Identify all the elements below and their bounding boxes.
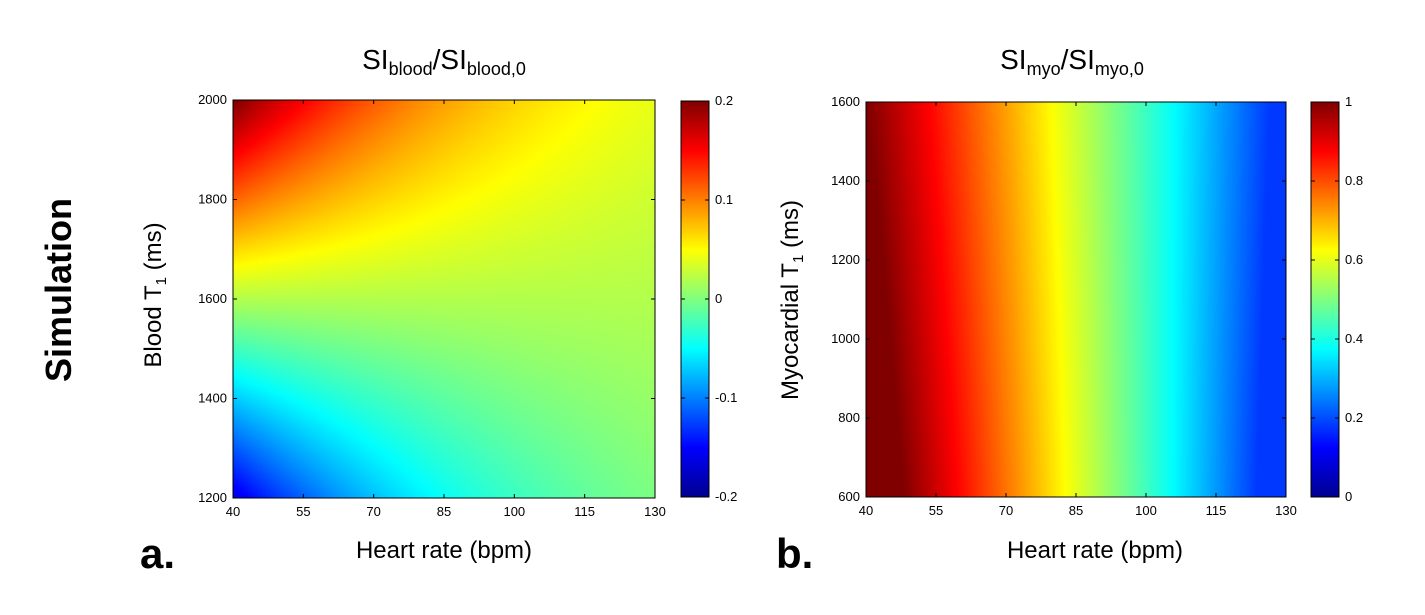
y-tick-label: 1800 (198, 192, 227, 207)
x-tick-label: 40 (859, 503, 873, 518)
y-tick-label: 1600 (198, 291, 227, 306)
x-tick-label: 100 (503, 504, 525, 519)
heatmap-panel-a: 40 55 70 85 100 115 130 1200 1400 1600 1800 2000 0.2… (198, 92, 737, 519)
colorbar-tick-label: 0.6 (1345, 252, 1363, 267)
x-axis-label-a: Heart rate (bpm) (355, 537, 533, 564)
colorbar-tick-label: 0.8 (1345, 173, 1363, 188)
colorbar-tick-label: 0 (715, 291, 722, 306)
y-tick-label: 1200 (198, 490, 227, 505)
heatmap-surface (866, 102, 1286, 497)
x-tick-label: 40 (226, 504, 240, 519)
colorbar-tick-label: 0 (1345, 489, 1352, 504)
panel-letter-a: a. (140, 530, 176, 577)
colorbar-tick-label: 0.1 (715, 192, 733, 207)
side-label: Simulation (38, 197, 79, 383)
chart-title-b: SImyo/SImyo,0 (1000, 44, 1144, 79)
x-tick-label: 130 (644, 504, 666, 519)
x-tick-label: 70 (999, 503, 1013, 518)
colorbar-tick-label: -0.2 (715, 489, 737, 504)
x-tick-label: 55 (929, 503, 943, 518)
x-tick-label: 85 (437, 504, 451, 519)
y-tick-label: 1000 (831, 331, 860, 346)
x-tick-label: 100 (1135, 503, 1157, 518)
y-tick-label: 2000 (198, 92, 227, 107)
x-tick-label: 130 (1275, 503, 1297, 518)
x-tick-label: 85 (1069, 503, 1083, 518)
colorbar-tick-label: 0.2 (1345, 410, 1363, 425)
y-axis-label-b: Myocardial T1 (ms) (777, 200, 807, 400)
colorbar (680, 100, 710, 498)
y-tick-label: 1200 (831, 252, 860, 267)
y-axis-label-a: Blood T1 (ms) (140, 222, 170, 368)
heatmap-panel-b: 40 55 70 85 100 115 130 600 800 1000 1200 1400 1600 1… (831, 94, 1363, 518)
colorbar-tick-label: 1 (1345, 94, 1352, 109)
x-tick-label: 55 (296, 504, 310, 519)
x-tick-label: 70 (366, 504, 380, 519)
colorbar-tick-label: 0.2 (715, 93, 733, 108)
y-tick-label: 800 (838, 410, 860, 425)
y-tick-label: 1400 (831, 173, 860, 188)
colorbar-tick-label: 0.4 (1345, 331, 1363, 346)
x-tick-label: 115 (574, 504, 595, 519)
chart-title-a: SIblood/SIblood,0 (362, 44, 526, 79)
panel-letter-b: b. (776, 530, 814, 577)
x-tick-label: 115 (1206, 503, 1227, 518)
heatmap-surface (233, 100, 655, 498)
y-tick-label: 1400 (198, 391, 227, 406)
y-tick-label: 1600 (831, 94, 860, 109)
y-tick-label: 600 (838, 489, 860, 504)
colorbar-tick-label: -0.1 (715, 390, 737, 405)
colorbar (1310, 101, 1340, 498)
x-axis-label-b: Heart rate (bpm) (1006, 537, 1184, 564)
